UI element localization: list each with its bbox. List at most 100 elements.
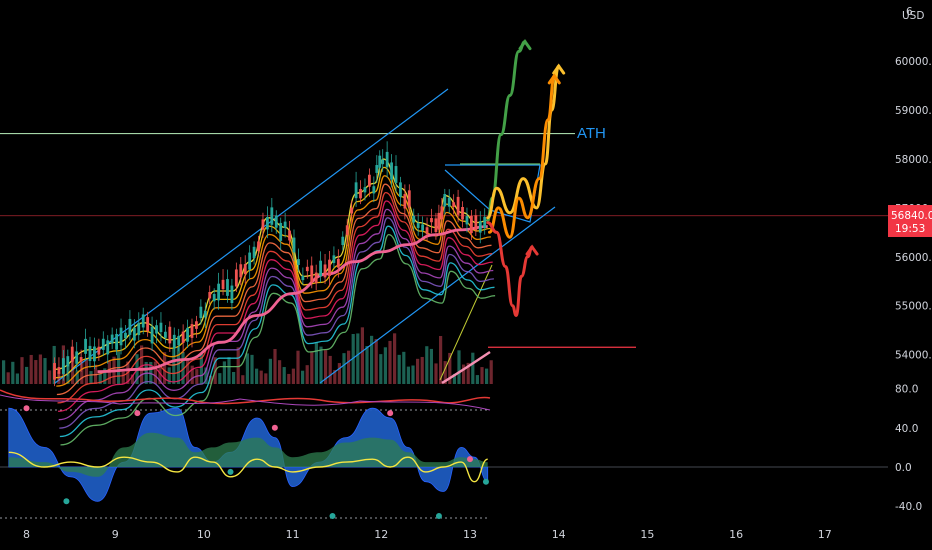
candle-body [430, 218, 433, 223]
time-axis[interactable]: 8 9 10 11 12 13 14 15 16 17 [23, 528, 832, 541]
candles [53, 141, 487, 387]
volume-bar [236, 347, 240, 384]
candle-body [350, 207, 354, 214]
channel-lower-line [319, 206, 556, 384]
volume-bar [287, 373, 291, 384]
volume-bar [29, 354, 33, 384]
volume-bar [301, 370, 305, 384]
candle-body [399, 182, 402, 197]
volume-bar [11, 361, 15, 384]
time-tick: 9 [112, 528, 119, 541]
candle-body [257, 241, 260, 252]
volume-bar [190, 365, 194, 384]
volume-bar [6, 372, 10, 384]
volume-bar [241, 375, 245, 384]
triangle-pattern [444, 164, 541, 223]
volume-bar [397, 354, 401, 384]
time-tick: 8 [23, 528, 30, 541]
volume-bar [218, 373, 222, 384]
candle-body [279, 222, 283, 241]
candle-body [447, 197, 451, 207]
volume-bar [153, 361, 157, 384]
volume-bar [452, 373, 456, 384]
osc-signal-dot [467, 456, 473, 463]
volume-bar [448, 352, 452, 384]
volume-bar [245, 353, 249, 384]
candle-body [283, 221, 287, 228]
volume-bar [333, 370, 337, 384]
oscillator-tick: 0.0 [895, 462, 912, 474]
candle-body [328, 259, 331, 276]
candle-body [101, 338, 105, 350]
volume-bar [480, 367, 484, 384]
candle-body [394, 166, 398, 183]
candle-body [84, 338, 87, 354]
volume-bar [416, 358, 420, 384]
candle-body [403, 194, 407, 209]
osc-signal-dot [387, 410, 394, 417]
time-tick: 16 [729, 528, 743, 541]
volume-bar [425, 346, 429, 384]
candle-body [456, 196, 460, 215]
candle-body [221, 279, 225, 290]
currency-label: USD [902, 10, 924, 22]
volume-bar [406, 366, 410, 384]
volume-bar [370, 335, 374, 384]
osc-signal-dot [63, 498, 70, 505]
candle-body [97, 346, 101, 355]
candle-body [128, 318, 132, 335]
candle-body [208, 292, 212, 299]
candle-body [248, 252, 252, 270]
candle-body [367, 174, 371, 187]
candle-body [53, 363, 56, 380]
candle-body [88, 345, 92, 361]
volume-bar [80, 361, 84, 384]
candle-body [177, 335, 181, 346]
volume-bar [222, 361, 226, 384]
candle-body [163, 331, 167, 338]
candle-body [239, 264, 243, 278]
top-price-tick: 6 [906, 6, 913, 18]
volume-bar [374, 339, 378, 384]
candle-body [470, 216, 473, 234]
candle-body [203, 310, 207, 318]
oscillator-tick: 80.0 [895, 384, 918, 396]
volume-bar [466, 362, 470, 384]
volume-bar [296, 350, 300, 384]
volume-bar [121, 371, 125, 384]
volume-bar [98, 373, 102, 384]
volume-bar [20, 357, 24, 384]
ath-label: ATH [577, 125, 606, 142]
candle-body [440, 206, 444, 220]
candle-body [425, 227, 429, 235]
yellow-arrow-head [552, 63, 566, 75]
time-tick: 17 [818, 528, 832, 541]
candle-body [461, 207, 464, 220]
volume-bar [172, 348, 176, 384]
candle-body [474, 215, 478, 231]
candle-body [288, 230, 291, 241]
volume-bar [475, 375, 479, 384]
volume-bar [471, 352, 475, 384]
time-tick: 13 [463, 528, 477, 541]
red-arrow-head [525, 244, 539, 256]
candle-body [261, 219, 265, 230]
candle-body [297, 259, 300, 265]
candle-body [270, 207, 274, 225]
ribbon-ma-line [58, 208, 494, 421]
ribbon-ma-line [56, 183, 492, 396]
ribbon-ma-line [56, 175, 491, 387]
red-projection-arrow [486, 221, 534, 317]
candle-body [274, 215, 278, 228]
volume-bar [337, 363, 341, 384]
candle-body [372, 186, 376, 194]
volume-bar [356, 333, 360, 384]
volume-bar [84, 358, 88, 384]
candle-body [305, 266, 309, 272]
price-tick: 59000.0 [895, 105, 932, 117]
price-tick: 56000.0 [895, 252, 932, 264]
osc-signal-dot [271, 424, 278, 431]
candle-body [341, 236, 345, 246]
volume-bar [291, 368, 295, 384]
